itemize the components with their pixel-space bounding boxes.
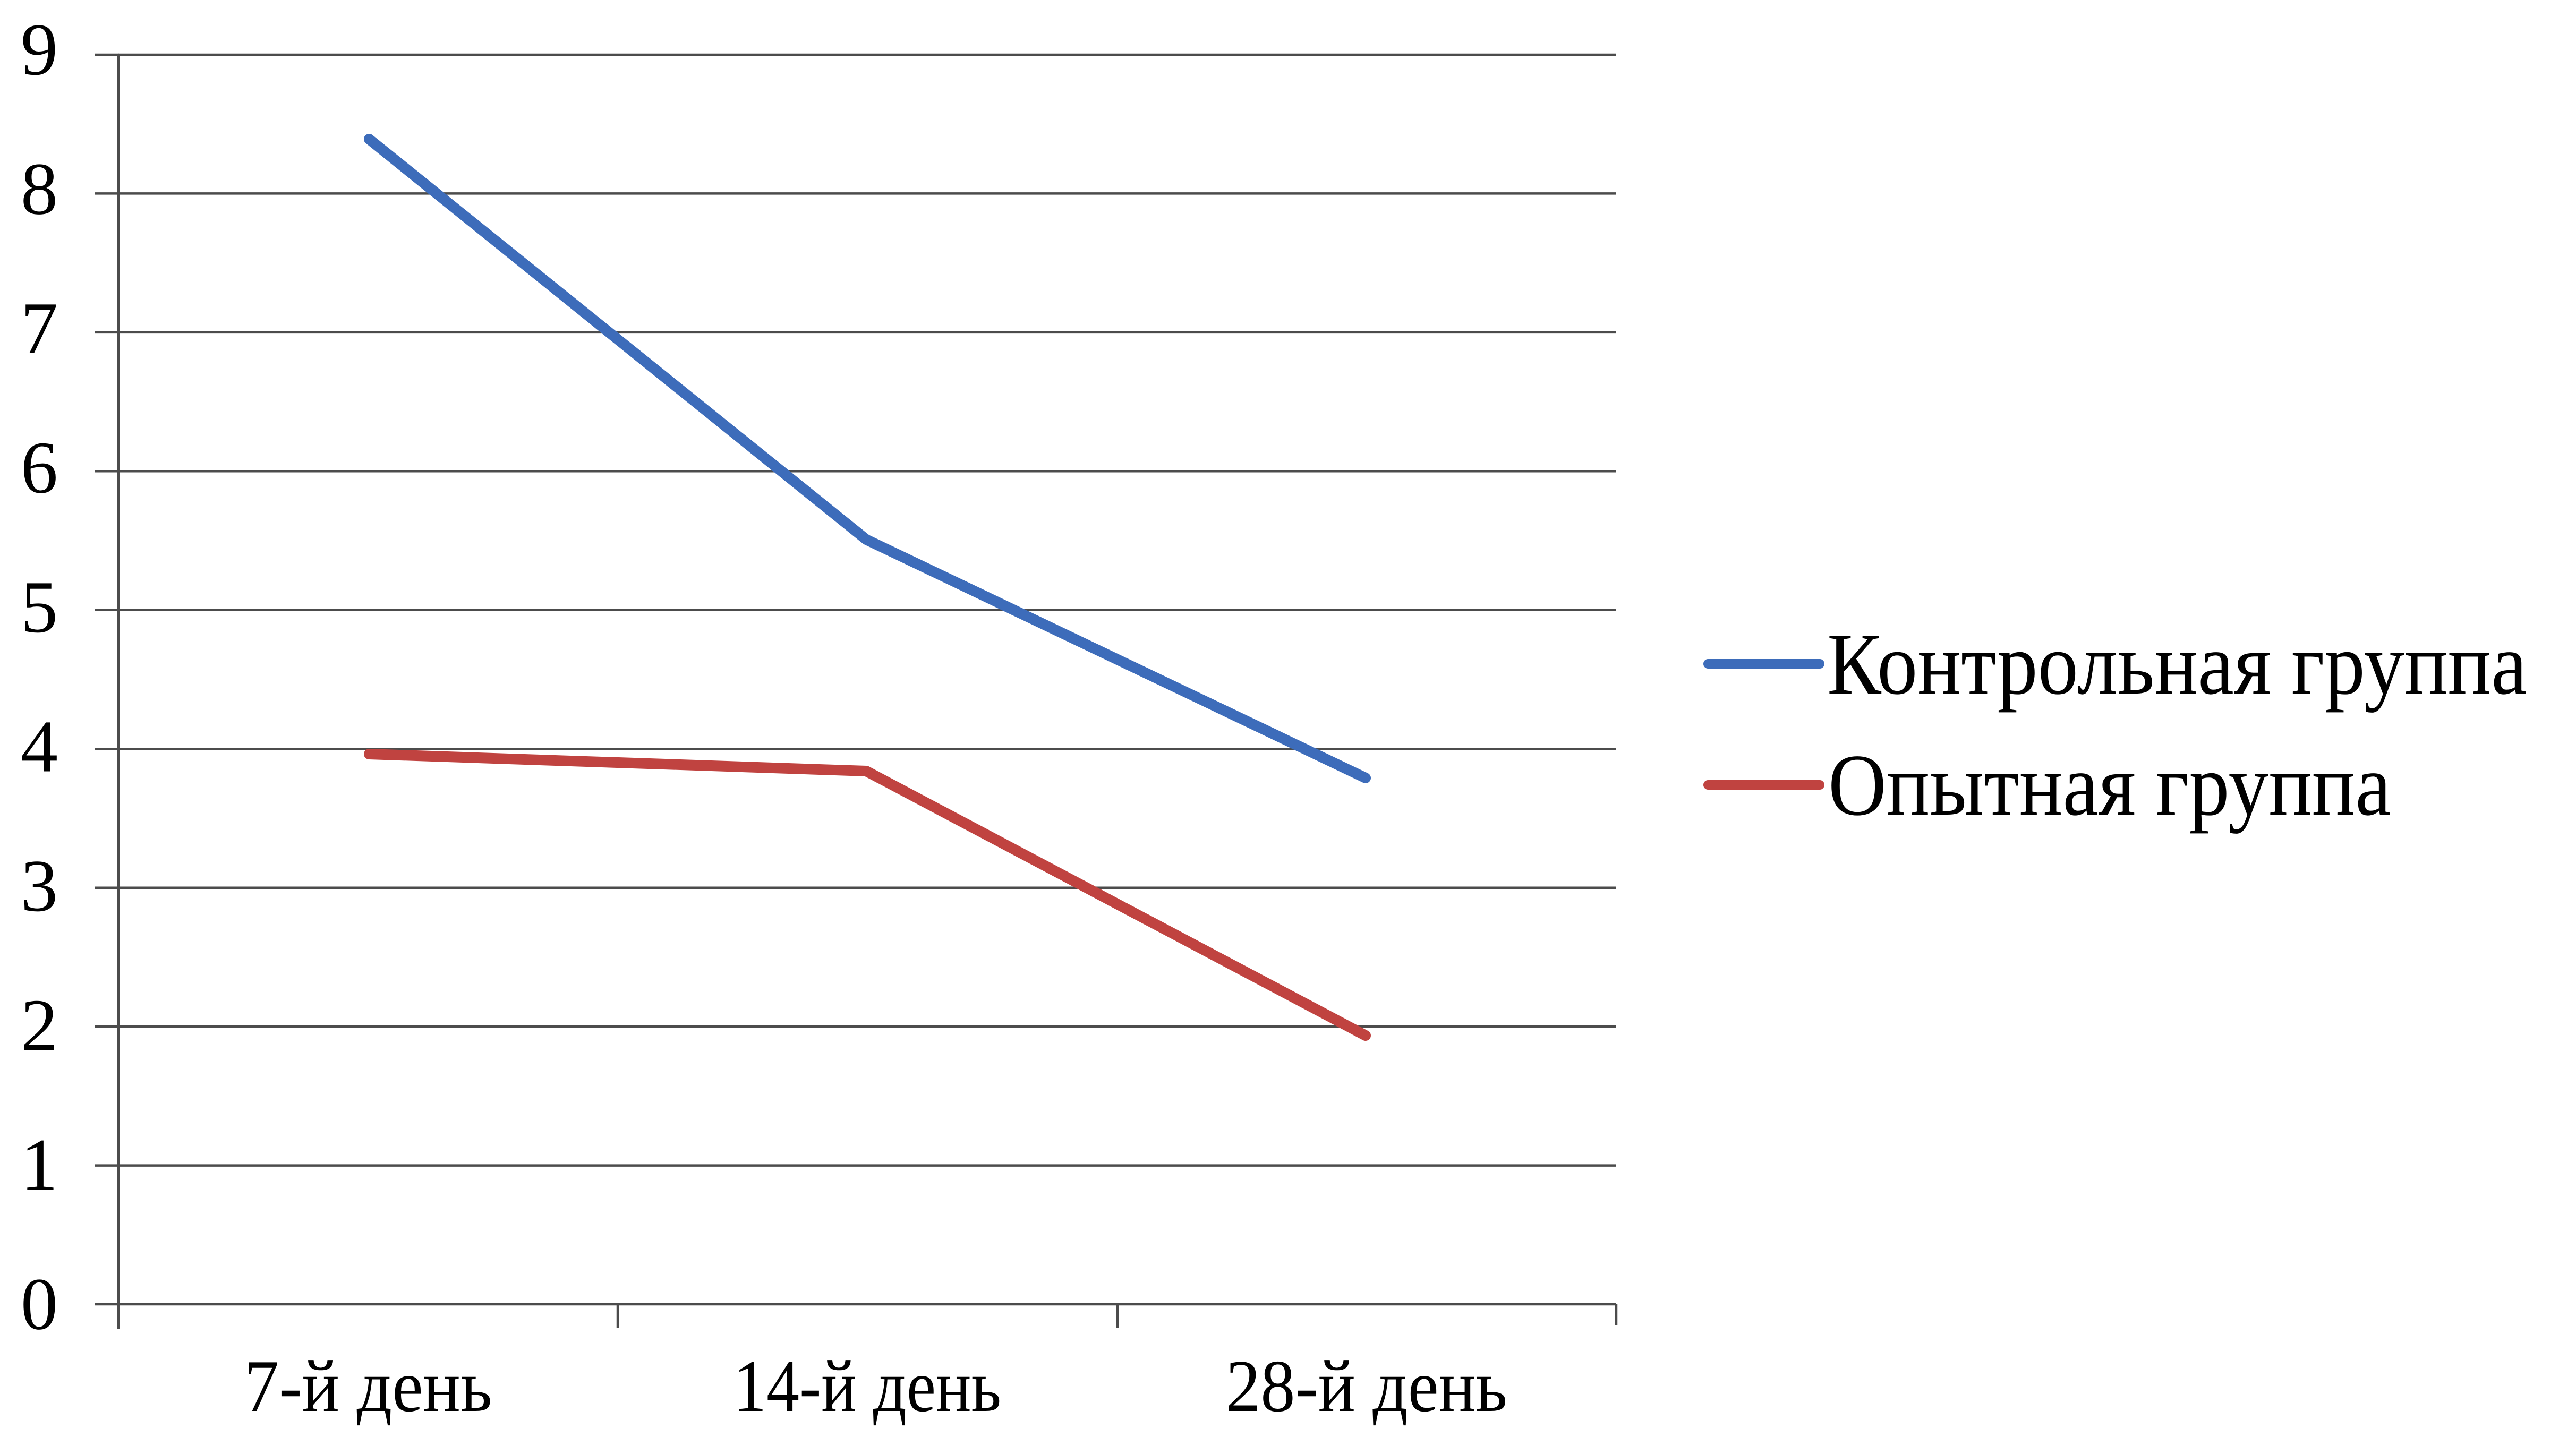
svg-text:7: 7 — [21, 287, 58, 370]
svg-text:3: 3 — [21, 845, 58, 927]
svg-text:Контрольная группа: Контрольная группа — [1827, 615, 2527, 713]
svg-text:7-й день: 7-й день — [244, 1345, 492, 1427]
svg-text:4: 4 — [21, 706, 58, 788]
svg-text:9: 9 — [21, 8, 58, 91]
svg-text:8: 8 — [21, 148, 58, 230]
svg-text:6: 6 — [21, 427, 58, 509]
svg-text:1: 1 — [21, 1124, 58, 1206]
svg-text:Опытная группа: Опытная группа — [1828, 736, 2391, 834]
svg-text:5: 5 — [21, 566, 58, 648]
svg-text:14-й день: 14-й день — [733, 1345, 1001, 1427]
svg-text:0: 0 — [21, 1263, 58, 1346]
svg-text:2: 2 — [21, 985, 58, 1067]
svg-text:28-й день: 28-й день — [1226, 1345, 1507, 1427]
